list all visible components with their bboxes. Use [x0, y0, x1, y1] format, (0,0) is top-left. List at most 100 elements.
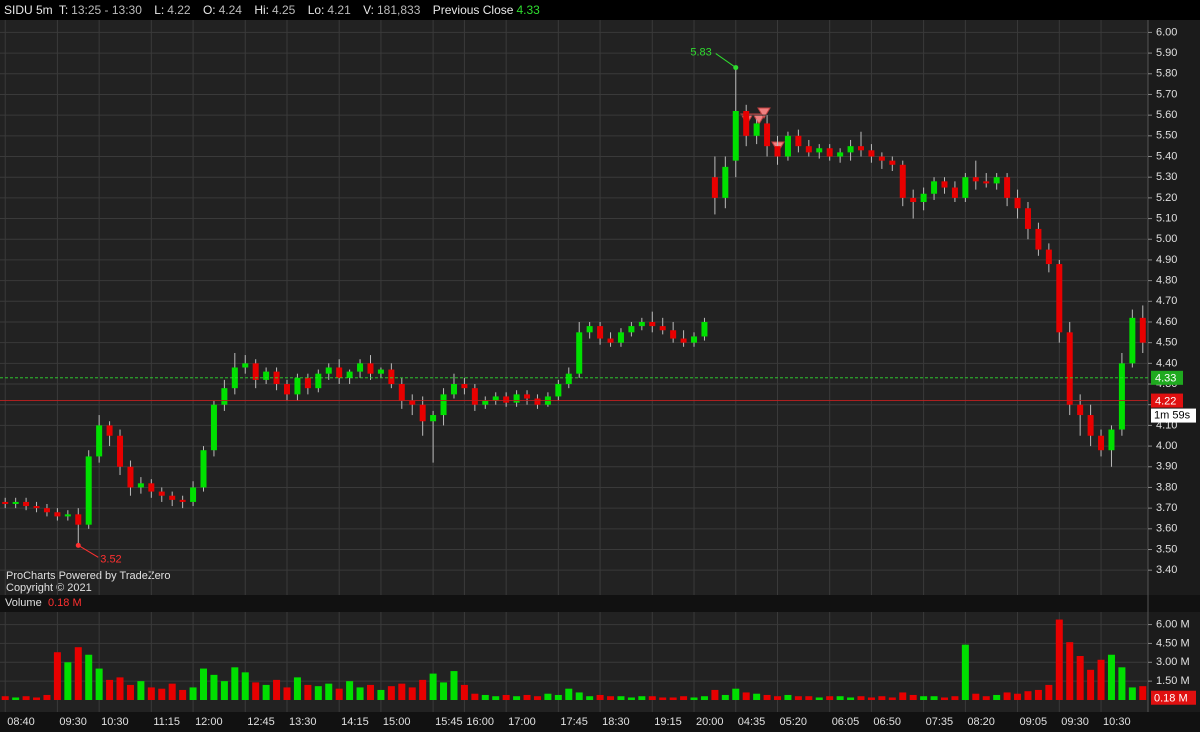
- candle-body: [284, 384, 290, 395]
- volume-bar: [147, 687, 155, 700]
- candle-body: [607, 338, 614, 343]
- candle-body: [346, 371, 353, 378]
- candle-body: [659, 326, 666, 331]
- volume-bar: [293, 677, 301, 700]
- y-tick-label: 4.80: [1156, 275, 1177, 287]
- candle-body: [524, 394, 531, 399]
- volume-bar: [33, 697, 41, 700]
- volume-bar: [85, 654, 93, 700]
- volume-bar: [335, 688, 343, 700]
- y-tick-label: 3.40: [1156, 564, 1177, 576]
- candle-body: [367, 363, 374, 374]
- y-tick-label: 5.80: [1156, 68, 1177, 80]
- volume-last: 0.18 M: [48, 597, 82, 609]
- volume-bar: [429, 673, 437, 700]
- volume-bar: [742, 692, 750, 700]
- x-tick-label: 19:15: [654, 716, 682, 728]
- volume-bar: [523, 694, 531, 700]
- candle-body: [1108, 429, 1115, 451]
- volume-bar: [502, 694, 510, 700]
- y-tick-label: 6.00: [1156, 26, 1177, 38]
- volume-bar: [1034, 689, 1042, 700]
- volume-bar: [586, 696, 594, 700]
- volume-bar: [617, 696, 625, 700]
- watermark: ProCharts Powered by TradeZero: [6, 570, 170, 582]
- field-value: 4.33: [516, 3, 540, 17]
- volume-bar: [419, 679, 427, 700]
- volume-bar: [763, 694, 771, 700]
- candle-body: [513, 394, 520, 403]
- candle-body: [764, 123, 771, 147]
- y2-tick-label: 1.50 M: [1156, 675, 1190, 687]
- candle-body: [54, 512, 61, 517]
- candle-body: [628, 326, 635, 333]
- volume-bar: [961, 644, 969, 700]
- x-tick-label: 17:45: [560, 716, 588, 728]
- candle-body: [1014, 197, 1021, 209]
- volume-bar: [377, 689, 385, 700]
- candle-body: [951, 187, 958, 198]
- x-tick-label: 12:45: [247, 716, 275, 728]
- last-volume-box: [1151, 690, 1196, 705]
- candle-body: [649, 321, 656, 327]
- volume-bar: [273, 679, 281, 700]
- volume-bar: [346, 681, 354, 700]
- volume-bar: [920, 696, 928, 700]
- candle-body: [732, 111, 739, 161]
- volume-bar: [74, 647, 82, 700]
- volume-bar: [732, 688, 740, 700]
- volume-bar: [241, 672, 249, 700]
- y-tick-label: 5.10: [1156, 212, 1177, 224]
- candle-body: [398, 384, 405, 401]
- candle-body: [304, 377, 311, 389]
- candle-body: [962, 177, 969, 198]
- volume-bar: [784, 694, 792, 700]
- candle-body: [1098, 435, 1105, 451]
- y-tick-label: 5.40: [1156, 150, 1177, 162]
- candle-body: [1139, 317, 1146, 343]
- candle-body: [565, 373, 572, 385]
- header-bar: SIDU 5m T: 13:25 - 13:30 L: 4.22 O: 4.24 Hi…: [0, 0, 1200, 20]
- candle-body: [231, 367, 238, 389]
- candle-body: [691, 336, 698, 343]
- x-tick-label: 07:35: [926, 716, 954, 728]
- candle-body: [190, 487, 197, 502]
- candle-body: [357, 363, 364, 372]
- x-tick-label: 05:20: [780, 716, 808, 728]
- y-tick-label: 5.50: [1156, 130, 1177, 142]
- volume-bar: [940, 697, 948, 700]
- volume-bar: [1097, 659, 1105, 700]
- candle-body: [638, 321, 645, 327]
- volume-bar: [909, 694, 917, 700]
- volume-bar: [471, 693, 479, 700]
- candle-body: [910, 197, 917, 203]
- candle-body: [148, 483, 155, 492]
- candle-body: [263, 371, 270, 380]
- candle-body: [858, 146, 864, 151]
- volume-bar: [189, 687, 197, 700]
- volume-title: Volume: [5, 597, 42, 609]
- field-value: 4.24: [218, 3, 242, 17]
- candle-body: [23, 501, 30, 507]
- candle-body: [701, 321, 708, 337]
- time-axis-bar: [0, 712, 1200, 732]
- field-value: 4.25: [272, 3, 296, 17]
- candle-body: [993, 177, 1000, 184]
- candle-body: [722, 166, 729, 198]
- field-label: Previous Close: [432, 3, 514, 17]
- y-tick-label: 3.80: [1156, 481, 1177, 493]
- high-label: 5.83: [690, 46, 711, 58]
- x-tick-label: 09:05: [1020, 716, 1048, 728]
- volume-bar: [1003, 692, 1011, 700]
- candle-body: [75, 514, 82, 525]
- volume-bar: [116, 677, 124, 700]
- candle-body: [43, 508, 50, 513]
- candle-body: [2, 501, 9, 504]
- volume-bar: [408, 687, 416, 700]
- volume-bar: [398, 683, 406, 700]
- candle-body: [388, 369, 395, 385]
- volume-bar: [575, 692, 583, 700]
- candle-body: [252, 363, 259, 380]
- candle-body: [1077, 404, 1084, 416]
- volume-bar: [492, 696, 500, 700]
